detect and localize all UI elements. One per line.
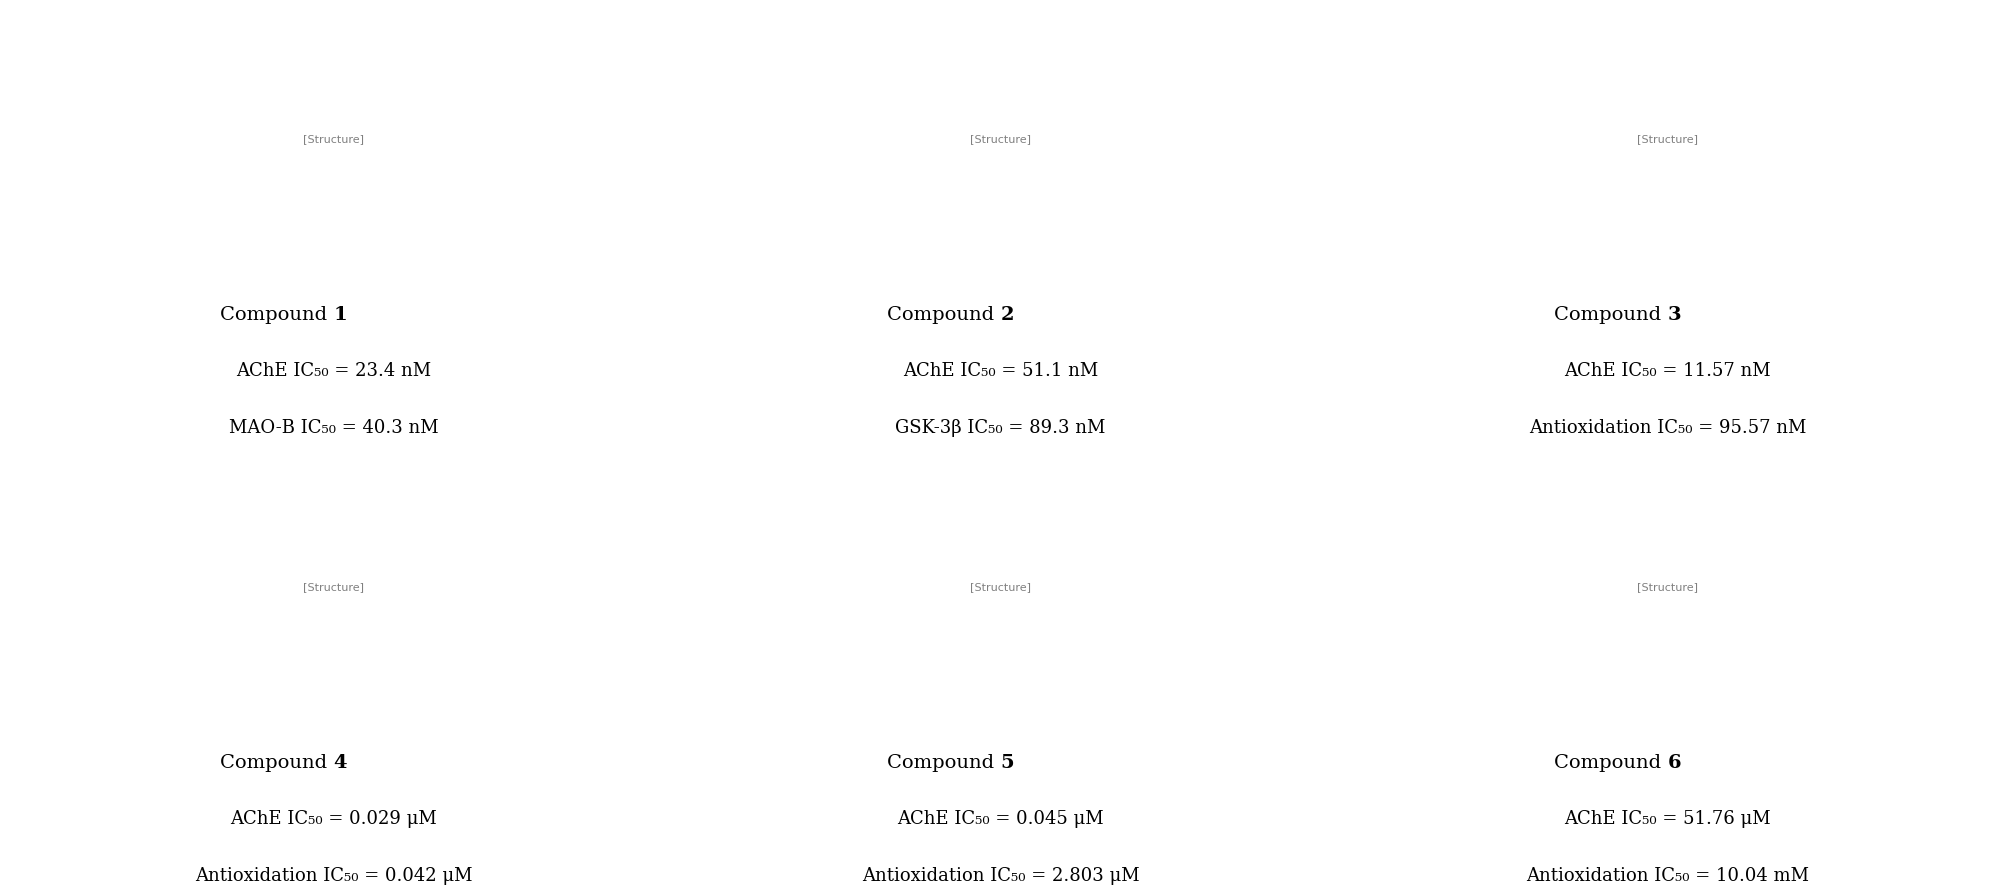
Text: [Structure]: [Structure] (302, 582, 364, 592)
Text: [Structure]: [Structure] (302, 134, 364, 144)
Text: [Structure]: [Structure] (1637, 582, 1699, 592)
Text: 5: 5 (1000, 754, 1015, 772)
Text: AChE IC₅₀ = 51.76 μM: AChE IC₅₀ = 51.76 μM (1565, 810, 1771, 829)
Text: Compound: Compound (220, 754, 334, 772)
Text: AChE IC₅₀ = 23.4 nM: AChE IC₅₀ = 23.4 nM (236, 362, 430, 381)
Text: AChE IC₅₀ = 11.57 nM: AChE IC₅₀ = 11.57 nM (1565, 362, 1771, 381)
Text: Compound: Compound (1555, 306, 1667, 324)
Text: Compound: Compound (886, 754, 1000, 772)
Text: [Structure]: [Structure] (1637, 134, 1699, 144)
Text: Antioxidation IC₅₀ = 10.04 mM: Antioxidation IC₅₀ = 10.04 mM (1527, 866, 1809, 884)
Text: AChE IC₅₀ = 51.1 nM: AChE IC₅₀ = 51.1 nM (902, 362, 1099, 381)
Text: 4: 4 (334, 754, 346, 772)
Text: [Structure]: [Structure] (970, 582, 1031, 592)
Text: AChE IC₅₀ = 0.045 μM: AChE IC₅₀ = 0.045 μM (896, 810, 1105, 829)
Text: MAO-B IC₅₀ = 40.3 nM: MAO-B IC₅₀ = 40.3 nM (228, 418, 438, 436)
Text: GSK-3β IC₅₀ = 89.3 nM: GSK-3β IC₅₀ = 89.3 nM (894, 418, 1107, 436)
Text: [Structure]: [Structure] (970, 134, 1031, 144)
Text: Compound: Compound (1555, 754, 1667, 772)
Text: Antioxidation IC₅₀ = 0.042 μM: Antioxidation IC₅₀ = 0.042 μM (194, 866, 472, 884)
Text: AChE IC₅₀ = 0.029 μM: AChE IC₅₀ = 0.029 μM (230, 810, 436, 829)
Text: 3: 3 (1667, 306, 1681, 324)
Text: Compound: Compound (220, 306, 334, 324)
Text: Antioxidation IC₅₀ = 2.803 μM: Antioxidation IC₅₀ = 2.803 μM (862, 866, 1139, 884)
Text: 6: 6 (1667, 754, 1681, 772)
Text: 2: 2 (1000, 306, 1015, 324)
Text: Antioxidation IC₅₀ = 95.57 nM: Antioxidation IC₅₀ = 95.57 nM (1529, 418, 1807, 436)
Text: 1: 1 (334, 306, 348, 324)
Text: Compound: Compound (886, 306, 1000, 324)
